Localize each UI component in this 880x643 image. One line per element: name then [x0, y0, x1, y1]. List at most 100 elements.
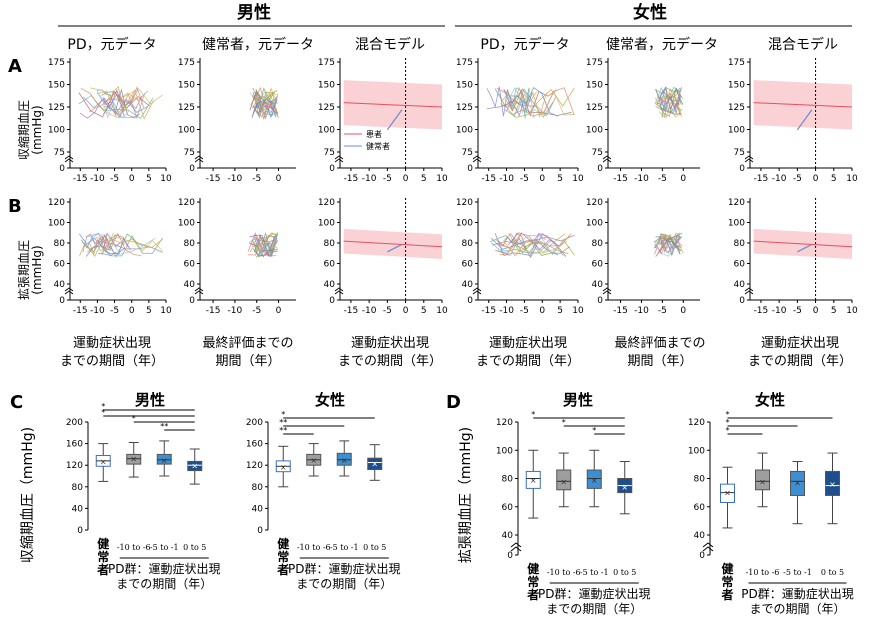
y-tick-label: 60: [502, 503, 514, 513]
x-tick-label: -5: [793, 174, 802, 184]
y-tick-label: 125: [456, 103, 473, 113]
box: [720, 483, 735, 504]
mean-marker: ×: [591, 476, 598, 485]
top-panel-r1-c5: 0 75 100 125 150 175 -15 -10 -5 0: [586, 58, 700, 184]
mean-marker: ×: [191, 462, 198, 471]
y-tick-label: 80: [694, 475, 706, 485]
healthy-fit-line: [386, 109, 403, 131]
mean-marker: ×: [829, 480, 836, 489]
y-tick-label: 0: [699, 551, 705, 561]
x-tick-label: -15: [73, 174, 88, 184]
y-tick-label: 60: [694, 503, 706, 513]
x-tick-label: -15: [481, 306, 496, 316]
patient-fit-line: [343, 240, 443, 248]
trajectory-line: [495, 233, 567, 259]
y-tick-label: 175: [48, 58, 65, 68]
box: [586, 469, 602, 489]
trajectory-line: [500, 88, 527, 108]
y-tick-label: 0: [59, 164, 65, 174]
x-tick-label: 0: [403, 174, 409, 184]
category-label-3: 0 to 5: [821, 568, 844, 577]
trajectory-line: [82, 96, 148, 116]
category-label-healthy: 健常者: [526, 561, 540, 602]
y-tick-label: 120: [66, 461, 83, 471]
trajectory-line: [654, 235, 681, 255]
trajectory-line: [659, 94, 680, 113]
panel-letter-c: C: [10, 392, 23, 413]
y-tick-label: 160: [66, 440, 83, 450]
trajectory-line: [252, 234, 277, 258]
x-tick-label: -5: [520, 306, 529, 316]
y-tick-label: 125: [586, 103, 603, 113]
x-tick-label: -10: [634, 306, 649, 316]
x-tick-label: -15: [754, 174, 769, 184]
top-panel-r1-c2: 0 75 100 125 150 175 -15 -10 -5 0: [178, 58, 296, 184]
panel-title-6: 混合モデル: [768, 36, 838, 53]
x-tick-label: -15: [206, 174, 221, 184]
mean-marker: ×: [341, 456, 348, 465]
y-tick-label: 0: [597, 296, 603, 306]
box: [525, 470, 541, 489]
category-label-healthy: 健常者: [720, 561, 734, 602]
trajectory-line: [491, 237, 559, 256]
y-tick-label: 75: [184, 148, 195, 158]
y-tick-label: 100: [586, 219, 603, 229]
x-tick-label: -5: [383, 306, 392, 316]
trajectory-line: [97, 89, 154, 120]
trajectory-line: [654, 97, 684, 119]
panel-title: 女性: [315, 391, 345, 409]
y-tick-label: 120: [728, 198, 745, 208]
axis-break-mark: [64, 155, 74, 163]
axis-break-mark: [334, 287, 344, 295]
y-tick-label: 0: [467, 296, 473, 306]
mean-marker: ×: [310, 456, 317, 465]
trajectory-line: [102, 88, 140, 118]
patient-fit-line: [753, 240, 853, 248]
y-tick-label: 125: [48, 103, 65, 113]
patient-fit-line: [343, 102, 443, 108]
trajectory-line: [101, 235, 163, 257]
trajectory-line: [654, 236, 680, 249]
trajectory-line: [96, 90, 130, 119]
x-tick-label: -10: [362, 174, 377, 184]
box: [825, 470, 840, 496]
x-tick-label: -10: [90, 306, 105, 316]
y-tick-label: 0: [507, 551, 513, 561]
trajectory-line: [487, 100, 572, 116]
x-tick-label: 0: [813, 306, 819, 316]
y-tick-label: 80: [462, 239, 474, 249]
mean-marker: ×: [161, 456, 168, 465]
trajectory-line: [93, 232, 142, 257]
x-tick-label: -10: [499, 174, 514, 184]
x-tick-label: -15: [613, 174, 628, 184]
y-tick-label: 100: [456, 219, 473, 229]
top-panel-r2-c5: 0 40 60 80 100 120 -15 -10 -5 0: [586, 198, 700, 316]
category-label-2: -5 to -1: [783, 568, 812, 577]
y-tick-label: 40: [184, 280, 196, 290]
x-tick-label: -15: [73, 306, 88, 316]
panel-title-3: 混合モデル: [355, 36, 425, 53]
mean-marker: ×: [724, 489, 731, 498]
trajectory-line: [489, 235, 538, 253]
x-tick-label: -5: [658, 174, 667, 184]
significance-label: **: [160, 422, 168, 431]
row-label-sbp: 収縮期血圧(mmHg): [16, 100, 44, 160]
y-tick-label: 40: [54, 280, 66, 290]
healthy-fit-line: [797, 243, 813, 253]
significance-label: **: [279, 426, 287, 435]
y-tick-label: 150: [178, 81, 195, 91]
male-header: 男性: [237, 2, 271, 23]
x-caption-6: 運動症状出現までの期間（年）: [748, 336, 852, 369]
trajectory-line: [486, 86, 513, 117]
y-tick-label: 150: [318, 81, 335, 91]
box: [755, 469, 770, 491]
y-tick-label: 0: [189, 164, 195, 174]
trajectory-line: [497, 232, 569, 255]
top-panel-r2-c1: 0 40 60 80 100 120 -15 -10 -5 0 5 10: [48, 198, 172, 316]
y-tick-label: 80: [252, 483, 264, 493]
x-tick-label: -10: [634, 174, 649, 184]
mean-marker: ×: [794, 479, 801, 488]
panel-title: 女性: [755, 391, 785, 409]
y-tick-label: 40: [324, 280, 336, 290]
